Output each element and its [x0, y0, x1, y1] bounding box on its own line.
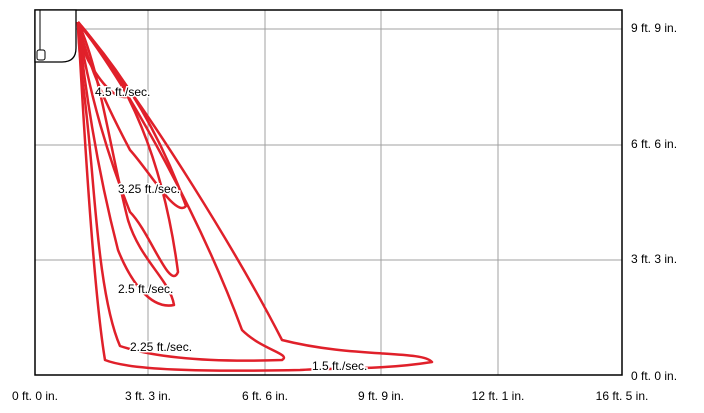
contour [76, 21, 188, 210]
contour [76, 21, 176, 307]
x-tick-label: 0 ft. 0 in. [12, 389, 58, 403]
y-tick-label: 9 ft. 9 in. [631, 21, 677, 35]
grid [34, 9, 623, 376]
y-axis-labels: 9 ft. 9 in. 6 ft. 6 in. 3 ft. 3 in. 0 ft… [631, 21, 677, 383]
y-tick-label: 6 ft. 6 in. [631, 137, 677, 151]
x-tick-label: 16 ft. 5 in. [596, 389, 649, 403]
contour [76, 21, 286, 362]
contour [76, 21, 434, 372]
y-tick-label: 0 ft. 0 in. [631, 369, 677, 383]
contour-label: 2.5 ft./sec. [118, 282, 173, 296]
x-axis-labels: 0 ft. 0 in. 3 ft. 3 in. 6 ft. 6 in. 9 ft… [12, 389, 648, 403]
air-conditioner [34, 9, 77, 63]
contour-labels: 4.5 ft./sec. 3.25 ft./sec. 2.5 ft./sec. … [94, 84, 369, 375]
contour-label: 4.5 ft./sec. [95, 85, 150, 99]
x-tick-label: 3 ft. 3 in. [125, 389, 171, 403]
contour-label: 1.5 ft./sec. [312, 359, 367, 373]
plot-frame [34, 9, 623, 376]
x-tick-label: 9 ft. 9 in. [358, 389, 404, 403]
airflow-contours [76, 21, 434, 372]
x-tick-label: 12 ft. 1 in. [472, 389, 525, 403]
y-tick-label: 3 ft. 3 in. [631, 252, 677, 266]
x-tick-label: 6 ft. 6 in. [242, 389, 288, 403]
contour-label: 3.25 ft./sec. [118, 182, 180, 196]
contour-label: 2.25 ft./sec. [130, 340, 192, 354]
